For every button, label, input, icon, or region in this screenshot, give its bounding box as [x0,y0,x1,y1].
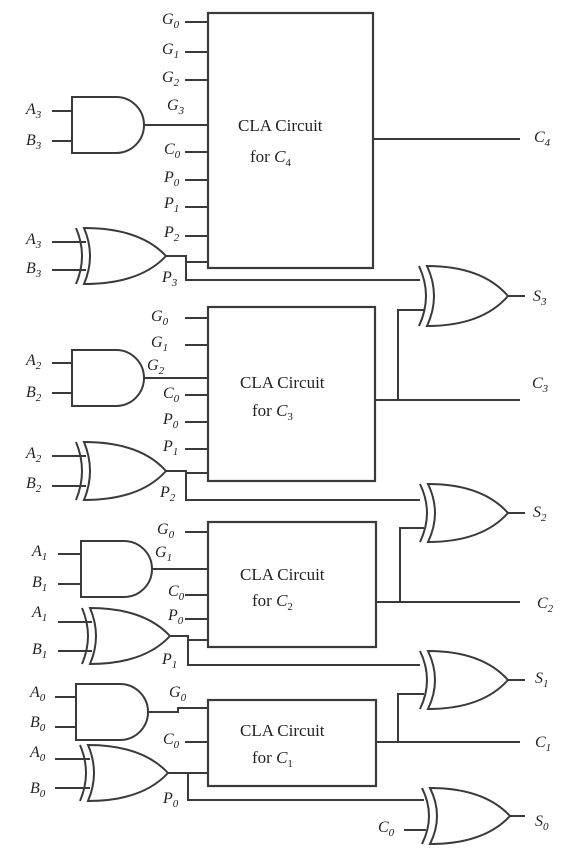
cla-block-c3 [206,305,377,483]
pin-label: P0 [162,411,179,431]
cla-block-c4-title: CLA Circuit for C4 [238,116,323,169]
cla-block-title-line2: for C1 [252,748,293,770]
pin-label: C0 [168,583,185,603]
s3-label: S3 [533,288,547,308]
block-c4-inputs: G0 G1 G2 G3 C0 P0 P1 P2 [162,11,208,244]
xor2-input-b-label: B2 [26,475,42,495]
cla-block-c1-title: CLA Circuit for C1 [240,721,325,770]
cla-block-c3-title: CLA Circuit for C3 [240,373,325,423]
output-c4-label: C4 [534,129,551,149]
xor-gate-3-left [52,226,420,286]
and-gate-0 [55,683,208,741]
p3-label: P3 [161,269,178,289]
pin-label: P2 [163,224,180,244]
cla-block-title-line1: CLA Circuit [238,116,323,135]
pin-label: P0 [163,169,180,189]
s1-label: S1 [535,670,549,690]
cla-block-c4 [206,11,375,270]
and2-input-a-label: A2 [25,352,42,372]
and2-input-b-label: B2 [26,384,42,404]
s0-carry-in-label: C0 [378,819,395,839]
pin-label: G2 [147,357,165,377]
and-gate-3 [52,96,208,154]
output-c3-label: C3 [532,375,549,395]
output-c2-label: C2 [537,595,554,615]
xor0-input-a-label: A0 [29,744,46,764]
and0-input-b-label: B0 [30,714,46,734]
xor-gate-0-left [55,743,424,803]
cla-block-c2-title: CLA Circuit for C2 [240,565,325,613]
s2-label: S2 [533,504,547,524]
xor2-input-a-label: A2 [25,445,42,465]
and3-input-b-label: B3 [26,132,42,152]
and-gate-1 [58,540,208,598]
xor-gate-s2 [399,482,525,602]
block-c1-inputs: G0 C0 [163,684,208,751]
pin-label: G3 [167,97,185,117]
output-c1-label: C1 [535,734,551,754]
xor-gate-s1 [397,649,525,742]
p1-label: P1 [161,651,177,671]
cla-block-c2 [206,520,378,649]
xor3-input-b-label: B3 [26,260,42,280]
pin-label: P0 [167,607,184,627]
and3-input-a-label: A3 [25,101,42,121]
pin-label: G0 [162,11,180,31]
pin-label: G2 [162,69,180,89]
cla-block-title-line2: for C2 [252,591,293,613]
p0-label: P0 [162,790,179,810]
xor-gate-1-left [58,606,420,666]
xor3-input-a-label: A3 [25,231,42,251]
pin-label: P1 [162,438,178,458]
s0-label: S0 [535,813,549,833]
cla-block-title-line1: CLA Circuit [240,721,325,740]
block-c3-inputs: G0 G1 G2 C0 P0 P1 [147,308,208,458]
and0-input-a-label: A0 [29,684,46,704]
cla-block-title-line1: CLA Circuit [240,373,325,392]
xor0-input-b-label: B0 [30,780,46,800]
and1-input-a-label: A1 [31,543,47,563]
xor1-input-a-label: A1 [31,604,47,624]
pin-label: G0 [169,684,187,704]
cla-block-title-line2: for C4 [250,147,291,169]
xor-gate-s0 [404,786,525,846]
block-c2-inputs: G0 G1 C0 P0 [155,521,208,627]
pin-label: G1 [162,41,179,61]
p2-label: P2 [159,484,176,504]
pin-label: G1 [151,334,168,354]
cla-block-c1 [206,698,378,788]
pin-label: C0 [163,731,180,751]
pin-label: C0 [163,385,180,405]
cla-block-title-line1: CLA Circuit [240,565,325,584]
pin-label: G0 [151,308,169,328]
xor1-input-b-label: B1 [32,641,47,661]
cla-block-title-line2: for C3 [252,401,293,423]
pin-label: G0 [157,521,175,541]
and1-input-b-label: B1 [32,574,47,594]
pin-label: C0 [164,141,181,161]
xor-gate-s3 [397,264,525,400]
and-gate-2 [52,349,208,407]
pin-label: P1 [163,195,179,215]
pin-label: G1 [155,544,172,564]
xor-gate-2-left [52,440,420,502]
